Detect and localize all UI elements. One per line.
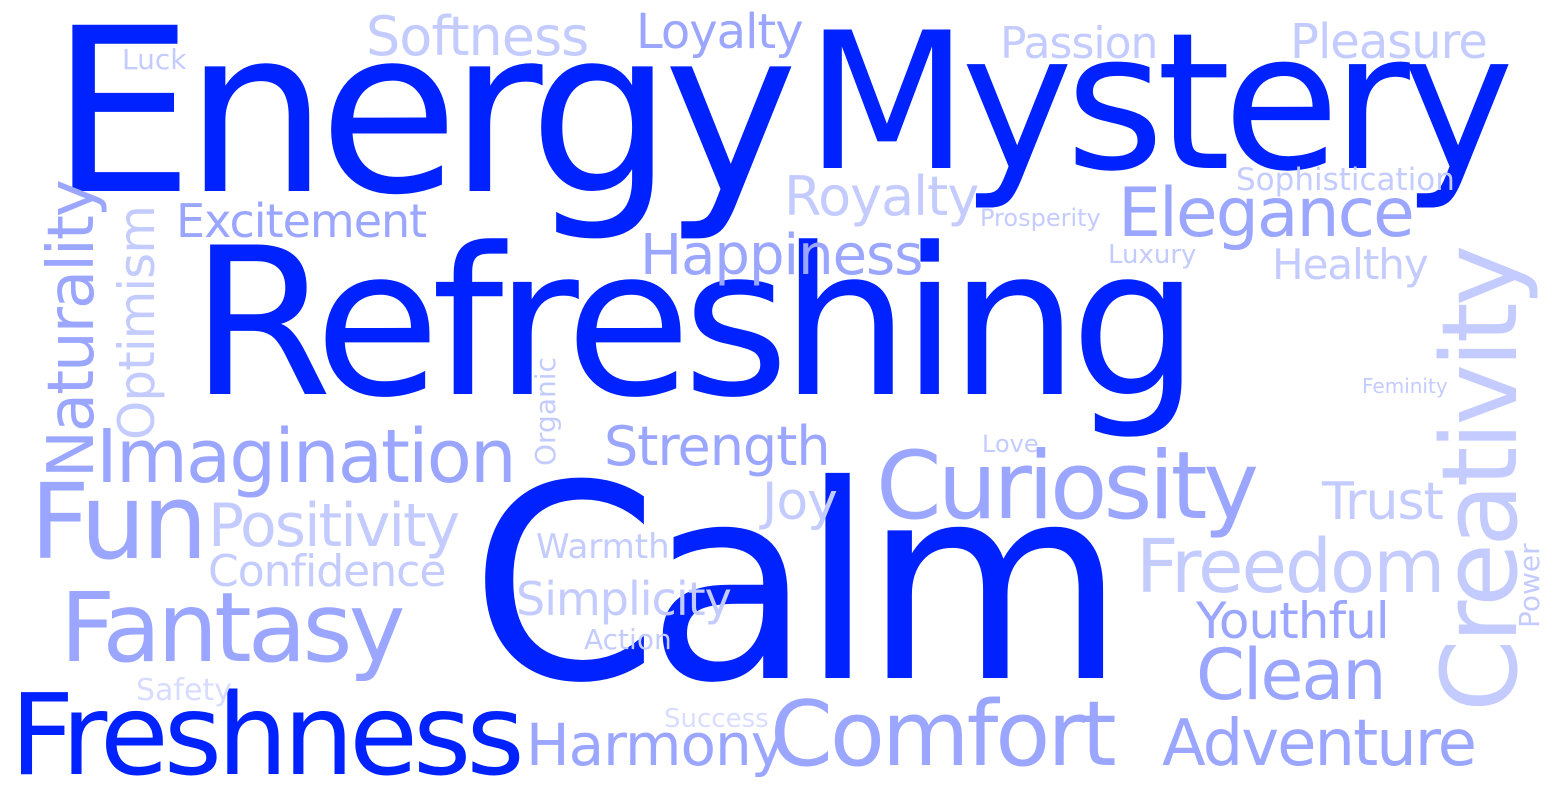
word-simplicity: Simplicity <box>516 572 732 626</box>
word-pleasure: Pleasure <box>1290 14 1488 70</box>
word-excitement: Excitement <box>176 194 427 248</box>
word-comfort: Comfort <box>770 682 1117 787</box>
word-safety: Safety <box>136 673 232 708</box>
word-harmony: Harmony <box>526 711 785 779</box>
word-energy: Energy <box>50 0 798 245</box>
word-softness: Softness <box>366 5 589 68</box>
word-fantasy: Fantasy <box>60 572 405 684</box>
word-imagination: Imagination <box>96 414 517 500</box>
word-organic: Organic <box>529 357 562 466</box>
word-freedom: Freedom <box>1136 524 1445 610</box>
word-feminity: Feminity <box>1362 374 1448 398</box>
word-calm: Calm <box>470 427 1126 742</box>
word-positivity: Positivity <box>208 491 460 561</box>
word-youthful: Youthful <box>1196 592 1390 650</box>
word-freshness: Freshness <box>10 671 525 790</box>
word-strength: Strength <box>604 415 831 478</box>
word-luxury: Luxury <box>1108 240 1197 270</box>
word-warmth: Warmth <box>536 527 670 567</box>
word-curiosity: Curiosity <box>876 432 1259 541</box>
word-royalty: Royalty <box>784 165 979 228</box>
word-happiness: Happiness <box>640 223 923 288</box>
word-trust: Trust <box>1322 472 1444 532</box>
word-refreshing: Refreshing <box>190 205 1200 443</box>
word-elegance: Elegance <box>1118 174 1415 253</box>
word-mystery: Mystery <box>805 0 1514 213</box>
word-passion: Passion <box>1000 18 1158 69</box>
word-confidence: Confidence <box>208 546 446 597</box>
word-fun: Fun <box>30 461 208 583</box>
word-joy: Joy <box>762 472 838 532</box>
word-success: Success <box>664 704 769 734</box>
word-naturality: Naturality <box>35 181 109 478</box>
word-prosperity: Prosperity <box>980 204 1101 232</box>
word-action: Action <box>584 623 672 656</box>
word-power: Power <box>1513 543 1546 628</box>
word-optimism: Optimism <box>108 206 166 440</box>
word-clean: Clean <box>1196 634 1387 716</box>
word-loyalty: Loyalty <box>636 4 804 60</box>
word-sophistication: Sophistication <box>1236 162 1455 198</box>
word-creativity: Creativity <box>1419 248 1541 712</box>
word-healthy: Healthy <box>1272 240 1429 289</box>
word-adventure: Adventure <box>1162 707 1477 781</box>
word-luck: Luck <box>122 43 187 76</box>
word-love: Love <box>982 430 1039 458</box>
